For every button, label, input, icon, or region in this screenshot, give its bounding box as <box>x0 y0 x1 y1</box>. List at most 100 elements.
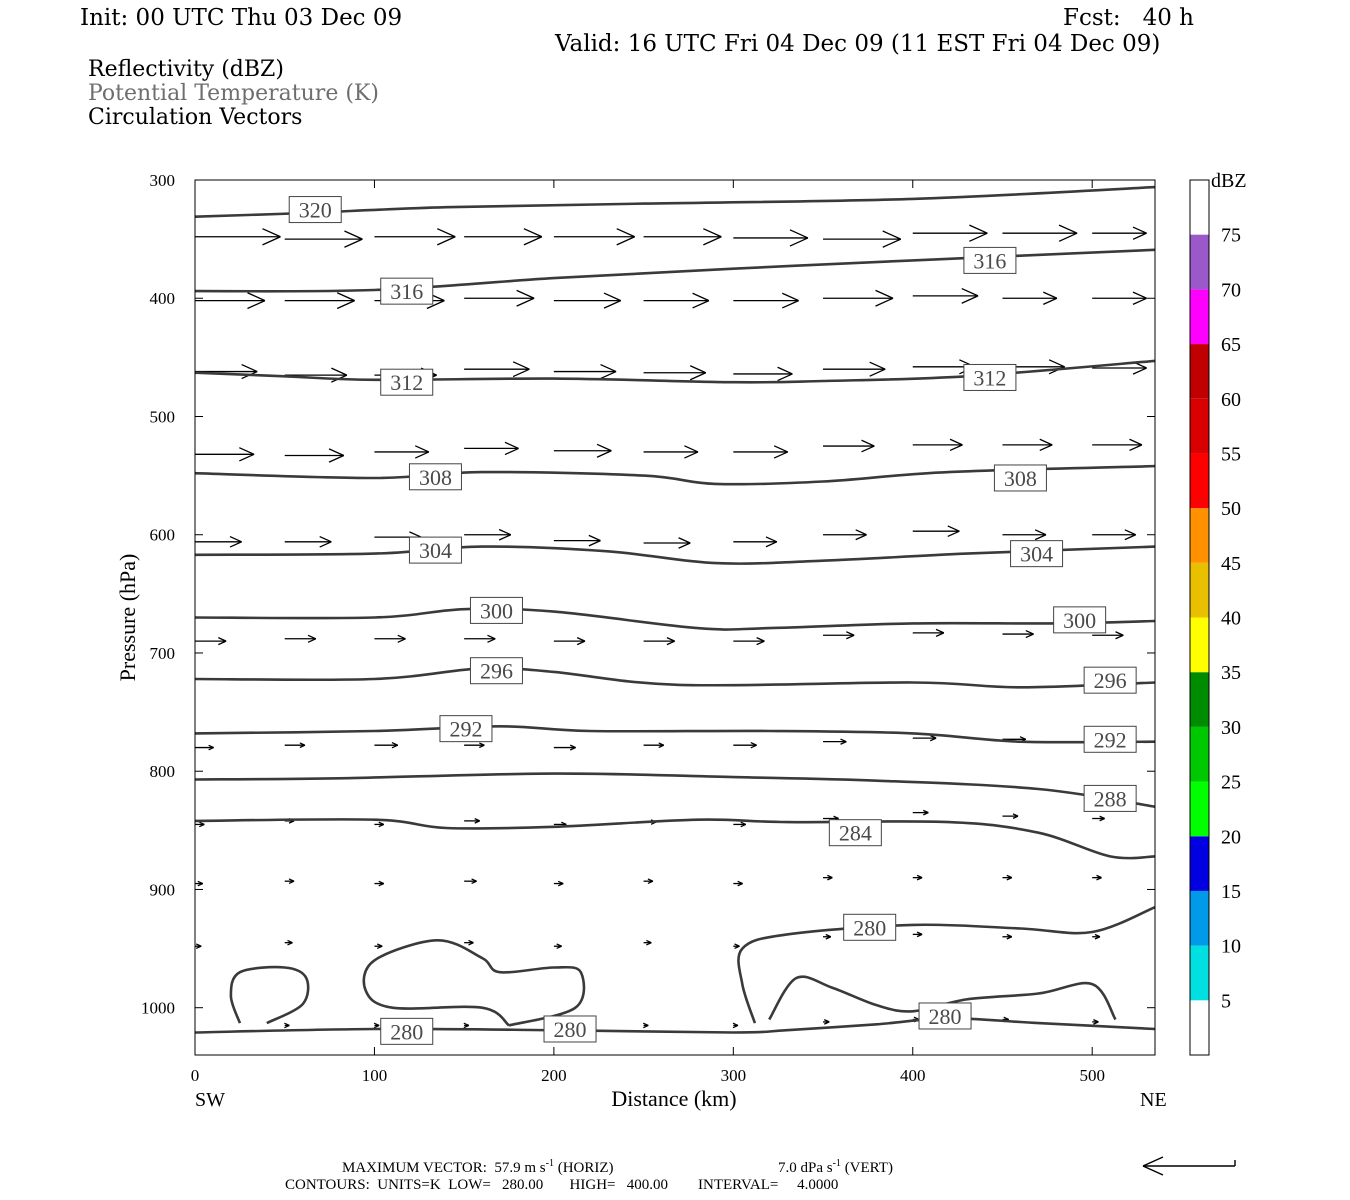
circulation-vector <box>912 931 923 938</box>
circulation-vector <box>643 537 691 549</box>
circulation-vector <box>1092 226 1147 240</box>
y-axis-label: Pressure (hPa) <box>115 554 140 682</box>
theta-contour-280 <box>768 975 1117 1021</box>
circulation-vector <box>464 878 477 885</box>
max-vector-horiz-tail: (HORIZ) <box>553 1160 614 1176</box>
circulation-vector <box>823 933 832 940</box>
colorbar-swatch <box>1190 781 1209 837</box>
theta-contour-280 <box>362 938 586 1027</box>
circulation-vector <box>464 289 535 307</box>
y-tick-label: 900 <box>150 880 176 899</box>
circulation-vector <box>823 1019 830 1025</box>
colorbar-tick-label: 50 <box>1221 498 1241 520</box>
circulation-vector <box>912 734 937 742</box>
reference-vector-arrow <box>1142 1156 1236 1176</box>
circulation-vector <box>373 1022 380 1029</box>
circulation-vector <box>823 874 833 881</box>
colorbar-swatch <box>1190 890 1209 946</box>
circulation-vector <box>823 361 886 377</box>
contours-note: CONTOURS: UNITS=K LOW= 280.00 HIGH= 400.… <box>285 1177 839 1193</box>
valid-time: Valid: 16 UTC Fri 04 Dec 09 (11 EST Fri … <box>555 31 1161 57</box>
circulation-vector <box>374 445 430 459</box>
colorbar-swatch <box>1190 562 1209 618</box>
colorbar-swatch <box>1190 836 1209 891</box>
contour-label-text: 292 <box>449 717 482 742</box>
contour-label-text: 300 <box>1063 608 1096 633</box>
contour-label-text: 308 <box>1004 466 1037 491</box>
circulation-vector <box>1002 933 1013 940</box>
circulation-vector <box>1092 874 1102 881</box>
colorbar-tick-label: 75 <box>1221 225 1241 247</box>
circulation-vector <box>823 529 867 541</box>
contour-label-text: 308 <box>419 465 452 490</box>
contour-label: 308 <box>408 463 462 491</box>
circulation-vector <box>1002 529 1047 541</box>
y-tick-label: 300 <box>150 171 176 190</box>
colorbar-swatch <box>1190 508 1209 563</box>
contour-label-text: 280 <box>853 915 886 940</box>
contour-label-text: 280 <box>554 1017 587 1042</box>
contour-label: 280 <box>380 1017 434 1045</box>
circulation-vector <box>553 228 635 246</box>
circulation-vector <box>1092 1019 1099 1025</box>
contour-labels: 320 316 316 312 312 308 308 304 304 300 300 296 296 2… <box>288 196 1137 1045</box>
colorbar-tick-label: 10 <box>1221 936 1241 958</box>
circulation-vector <box>1002 813 1019 819</box>
contour-label: 312 <box>380 368 434 396</box>
colorbar-tick-label: 25 <box>1221 772 1241 794</box>
x-axis-label: Distance (km) <box>611 1086 736 1111</box>
contour-label-text: 280 <box>929 1004 962 1029</box>
x-tick-label: 400 <box>900 1066 926 1085</box>
circulation-vector <box>464 441 519 456</box>
circulation-vector <box>643 228 722 246</box>
contour-label-text: 316 <box>973 248 1006 273</box>
circulation-vector <box>284 1022 290 1029</box>
circulation-vector <box>464 361 530 378</box>
circulation-vector <box>195 535 242 548</box>
circulation-vector <box>195 292 266 310</box>
contour-label: 312 <box>963 363 1017 391</box>
contour-label-text: 292 <box>1094 727 1127 752</box>
colorbar-swatch <box>1190 234 1209 290</box>
max-vector-vert-tail: (VERT) <box>840 1160 893 1176</box>
circulation-vector <box>374 880 385 887</box>
field-reflectivity: Reflectivity (dBZ) <box>88 57 284 82</box>
contour-label: 304 <box>408 536 462 564</box>
y-tick-label: 700 <box>150 644 176 663</box>
circulation-vector <box>912 525 960 538</box>
circulation-vector <box>1092 438 1143 452</box>
circulation-vector <box>1002 224 1078 242</box>
circulation-vector <box>195 744 214 751</box>
circulation-vector <box>733 741 757 749</box>
circulation-vector <box>553 637 586 646</box>
contour-label-text: 280 <box>390 1019 423 1044</box>
colorbar-tick-label: 65 <box>1221 334 1241 356</box>
x-tick-label: 100 <box>362 1066 388 1085</box>
circulation-vector <box>553 443 612 458</box>
circulation-vector <box>732 1022 739 1029</box>
theta-contour-284 <box>195 818 1155 860</box>
x-tick-label: 500 <box>1079 1066 1105 1085</box>
circulation-vector <box>643 939 652 946</box>
circulation-vector <box>733 292 799 309</box>
contour-label: 284 <box>828 819 882 847</box>
circulation-vector <box>912 287 979 304</box>
contour-label: 296 <box>469 657 523 685</box>
contour-label: 300 <box>469 596 523 624</box>
circulation-vector <box>464 818 480 824</box>
contour-label-text: 312 <box>390 370 423 395</box>
circulation-vector <box>1092 291 1147 305</box>
y-tick-label: 1000 <box>141 999 175 1018</box>
contour-label: 308 <box>993 464 1047 492</box>
circulation-vector <box>284 292 355 310</box>
x-end-label-ne: NE <box>1140 1089 1167 1111</box>
max-vector-note: MAXIMUM VECTOR: 57.9 m s-1 (HORIZ) <box>342 1158 614 1176</box>
circulation-vector <box>643 365 707 381</box>
max-vector-horiz: MAXIMUM VECTOR: 57.9 m s <box>342 1160 546 1176</box>
circulation-vector <box>643 292 710 309</box>
circulation-vector <box>1002 629 1034 639</box>
colorbar-swatch <box>1190 617 1209 673</box>
circulation-vector <box>464 742 485 749</box>
circulation-vector <box>823 289 894 307</box>
contour-label: 304 <box>1010 540 1064 568</box>
